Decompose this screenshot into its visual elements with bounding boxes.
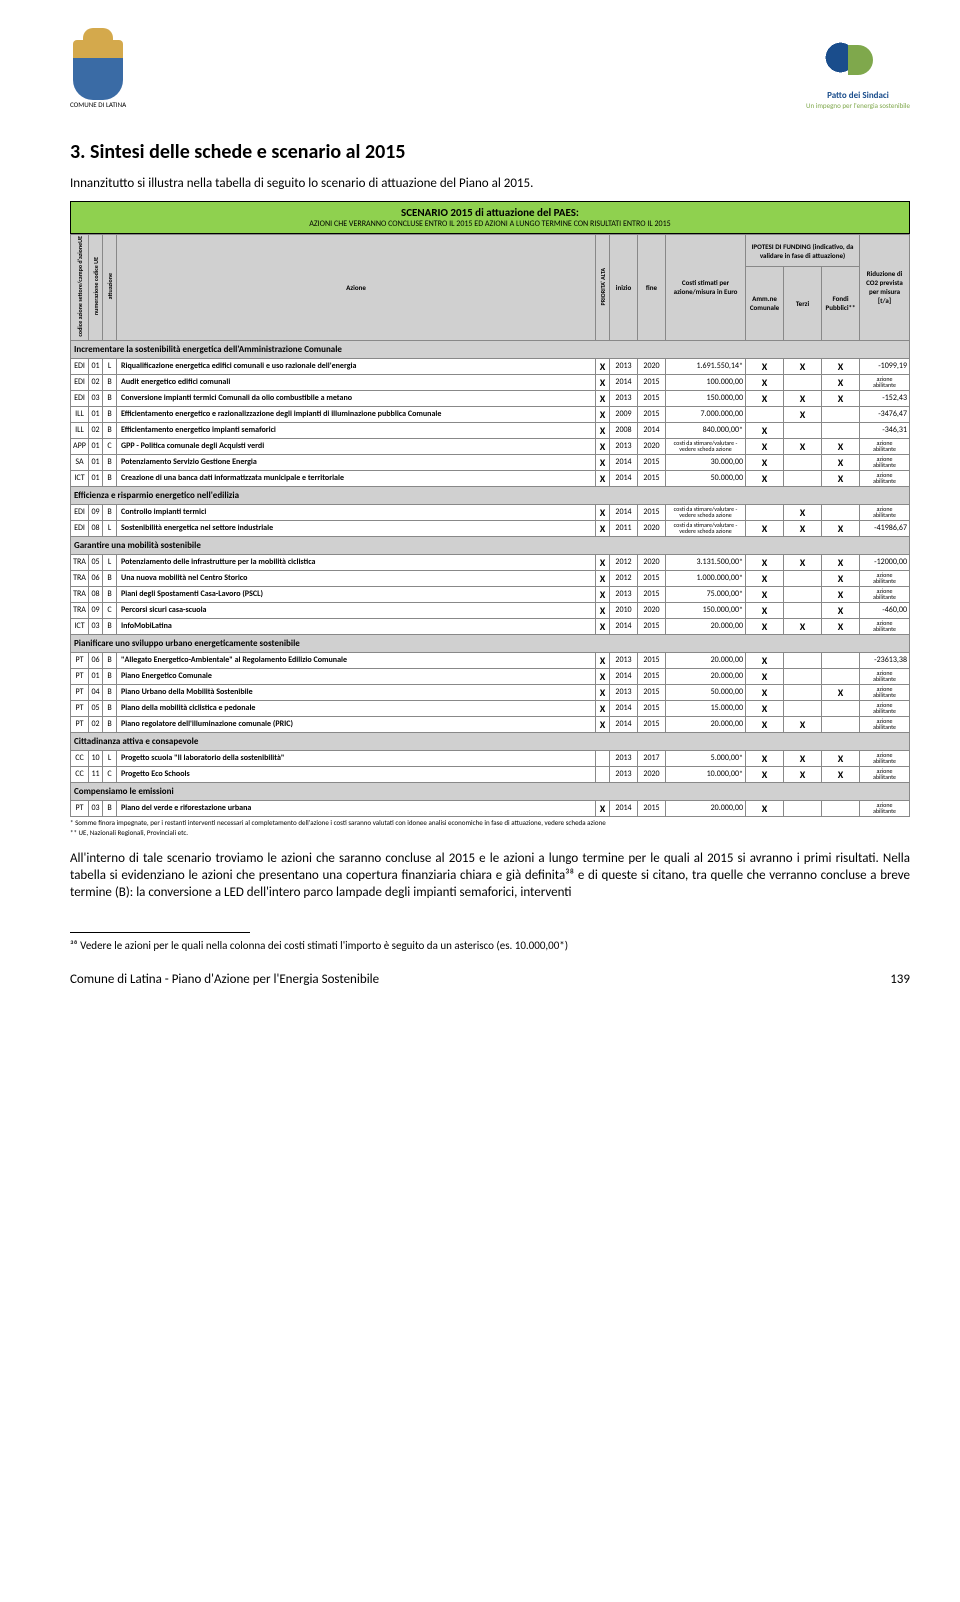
- logo-right-title: Patto dei Sindaci: [827, 90, 889, 101]
- table-row: ICT01BCreazione di una banca dati inform…: [71, 470, 910, 486]
- crest-icon: [73, 40, 123, 100]
- logo-right: Patto dei Sindaci Un impegno per l'energ…: [806, 40, 910, 110]
- table-row: EDI08LSostenibilità energetica nel setto…: [71, 520, 910, 536]
- logo-left-caption: COMUNE DI LATINA: [70, 100, 126, 109]
- table-row: APP01CGPP - Politica comunale degli Acqu…: [71, 438, 910, 454]
- col-costi: Costi stimati per azione/misura in Euro: [666, 235, 746, 341]
- logo-left: COMUNE DI LATINA: [70, 40, 126, 109]
- table-row: CC10LProgetto scuola "Il laboratorio del…: [71, 750, 910, 766]
- table-row: ILL01BEfficientamento energetico e razio…: [71, 406, 910, 422]
- footnote-rule: [70, 932, 250, 937]
- page-footer: Comune di Latina - Piano d'Azione per l'…: [70, 972, 910, 987]
- col-co2: Riduzione di CO2 prevista per misura [t/…: [860, 235, 910, 341]
- table-row: TRA08BPiani degli Spostamenti Casa-Lavor…: [71, 586, 910, 602]
- col-inizio: inizio: [610, 235, 638, 341]
- scenario-line1: SCENARIO 2015 di attuazione del PAES:: [75, 206, 905, 219]
- table-row: EDI02BAudit energetico edifici comunaliX…: [71, 374, 910, 390]
- table-body: Incrementare la sostenibilità energetica…: [71, 340, 910, 816]
- table-row: SA01BPotenziamento Servizio Gestione Ene…: [71, 454, 910, 470]
- footnote-38: ³⁸ Vedere le azioni per le quali nella c…: [70, 939, 910, 952]
- intro-text: Innanzitutto si illustra nella tabella d…: [70, 176, 910, 191]
- table-header-row: codice azione settore/campo d'azioneUE n…: [71, 235, 910, 267]
- table-footnote1: * Somme finora impegnate, per i restanti…: [70, 819, 910, 827]
- table-row: ILL02BEfficientamento energetico impiant…: [71, 422, 910, 438]
- col-terzi: Terzi: [784, 267, 822, 341]
- scenario-line2: AZIONI CHE VERRANNO CONCLUSE ENTRO IL 20…: [75, 219, 905, 229]
- scenario-header: SCENARIO 2015 di attuazione del PAES: AZ…: [70, 201, 910, 234]
- table-row: ICT03BInfoMobiLatinaX2014201520.000,00XX…: [71, 618, 910, 634]
- table-row: PT03BPiano del verde e riforestazione ur…: [71, 800, 910, 816]
- section-row: Compensiamo le emissioni: [71, 782, 910, 800]
- table-row: TRA09CPercorsi sicuri casa-scuolaX201020…: [71, 602, 910, 618]
- col-fine: fine: [638, 235, 666, 341]
- table-row: TRA05LPotenziamento delle infrastrutture…: [71, 554, 910, 570]
- col-fondi: Fondi Pubblici**: [822, 267, 860, 341]
- table-row: PT05BPiano della mobilità ciclistica e p…: [71, 700, 910, 716]
- table-row: TRA06BUna nuova mobilità nel Centro Stor…: [71, 570, 910, 586]
- col-codice: codice azione settore/campo d'azioneUE: [76, 236, 84, 337]
- logo-right-sub: Un impegno per l'energia sostenibile: [806, 101, 910, 110]
- section-row: Cittadinanza attiva e consapevole: [71, 732, 910, 750]
- actions-table: codice azione settore/campo d'azioneUE n…: [70, 234, 910, 817]
- col-num: numerazione codice UE: [92, 257, 100, 315]
- footer-right: 139: [890, 972, 910, 987]
- col-priorita: PRIORITA' ALTA: [599, 268, 607, 306]
- table-row: PT01BPiano Energetico ComunaleX201420152…: [71, 668, 910, 684]
- col-azione: Azione: [117, 235, 596, 341]
- table-footnote2: ** UE, Nazionali Regionali, Provinciali …: [70, 829, 910, 837]
- table-row: EDI01LRiqualificazione energetica edific…: [71, 358, 910, 374]
- page-title: 3. Sintesi delle schede e scenario al 20…: [70, 140, 910, 164]
- section-row: Pianificare uno sviluppo urbano energeti…: [71, 634, 910, 652]
- patto-icon: [823, 40, 893, 90]
- col-funding: IPOTESI DI FUNDING (indicativo, da valid…: [746, 235, 860, 267]
- table-row: PT06B"Allegato Energetico-Ambientale" al…: [71, 652, 910, 668]
- section-row: Garantire una mobilità sostenibile: [71, 536, 910, 554]
- table-row: EDI03BConversione impianti termici Comun…: [71, 390, 910, 406]
- col-att: attuazione: [106, 273, 114, 299]
- footer-left: Comune di Latina - Piano d'Azione per l'…: [70, 972, 379, 987]
- body-paragraph: All'interno di tale scenario troviamo le…: [70, 851, 910, 902]
- section-row: Efficienza e risparmio energetico nell'e…: [71, 486, 910, 504]
- table-row: CC11CProgetto Eco Schools2013202010.000,…: [71, 766, 910, 782]
- table-row: PT04BPiano Urbano della Mobilità Sosteni…: [71, 684, 910, 700]
- section-row: Incrementare la sostenibilità energetica…: [71, 340, 910, 358]
- table-row: EDI09BControllo impianti termiciX2014201…: [71, 504, 910, 520]
- page-header: COMUNE DI LATINA Patto dei Sindaci Un im…: [70, 40, 910, 110]
- table-row: PT02BPiano regolatore dell'illuminazione…: [71, 716, 910, 732]
- col-ammne: Amm.ne Comunale: [746, 267, 784, 341]
